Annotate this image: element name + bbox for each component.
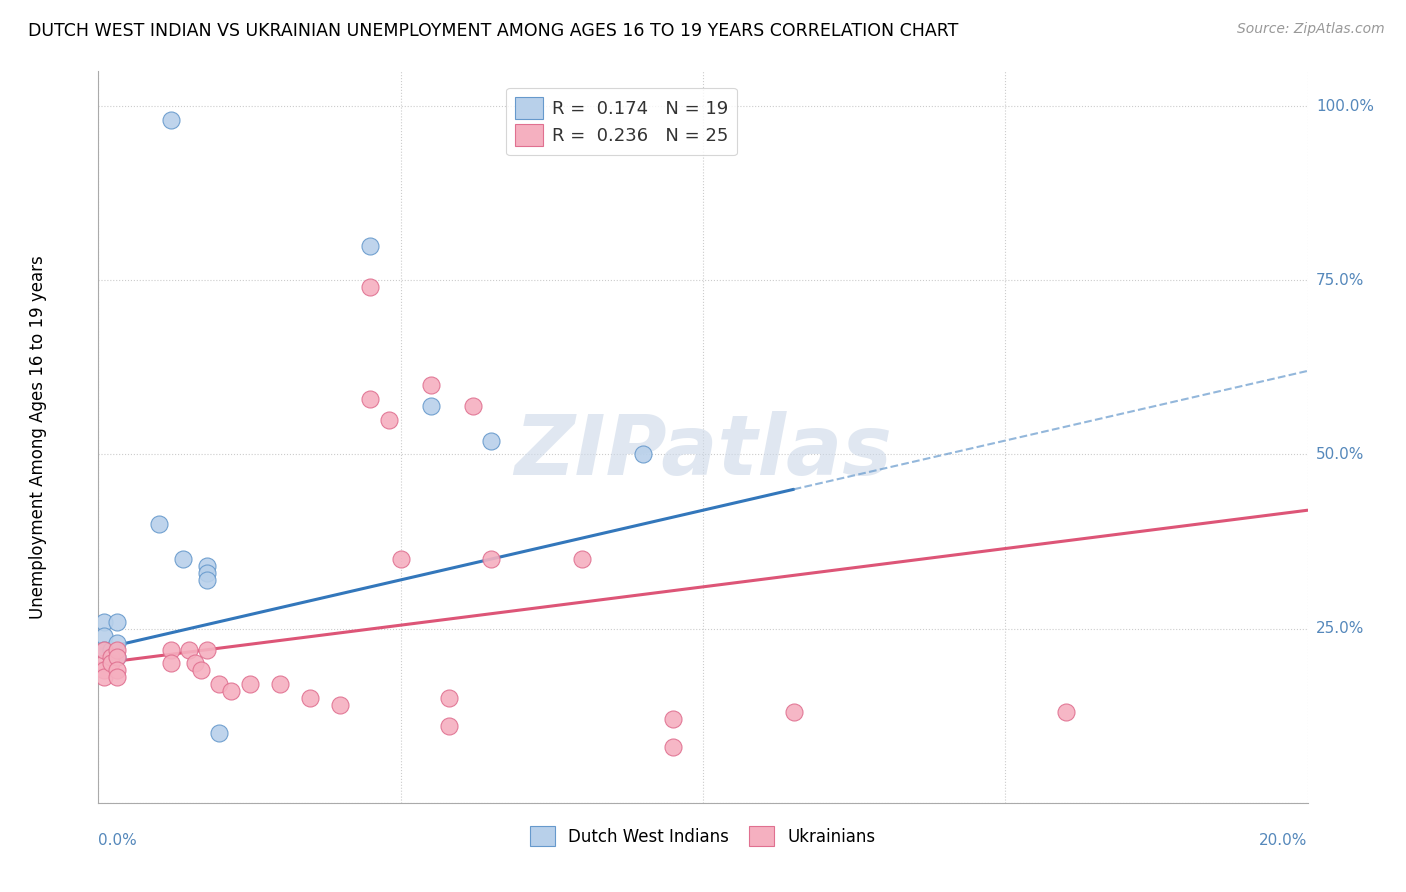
Text: ZIPatlas: ZIPatlas <box>515 411 891 492</box>
Point <box>160 642 183 657</box>
Point <box>105 635 128 649</box>
Point <box>239 677 262 691</box>
Point <box>299 691 322 706</box>
Point <box>105 649 128 664</box>
Point <box>195 573 218 587</box>
Point <box>100 657 122 671</box>
Point <box>160 113 183 128</box>
Point <box>105 615 128 629</box>
Text: 20.0%: 20.0% <box>1260 833 1308 848</box>
Point <box>195 566 218 580</box>
Point <box>420 377 443 392</box>
Point <box>184 657 207 671</box>
Point <box>93 642 115 657</box>
Point <box>360 392 382 406</box>
Text: 100.0%: 100.0% <box>1316 99 1374 113</box>
Point <box>437 719 460 733</box>
Point <box>377 412 399 426</box>
Text: DUTCH WEST INDIAN VS UKRAINIAN UNEMPLOYMENT AMONG AGES 16 TO 19 YEARS CORRELATIO: DUTCH WEST INDIAN VS UKRAINIAN UNEMPLOYM… <box>28 22 959 40</box>
Point <box>100 649 122 664</box>
Text: Unemployment Among Ages 16 to 19 years: Unemployment Among Ages 16 to 19 years <box>30 255 46 619</box>
Point <box>481 552 503 566</box>
Point <box>93 657 115 671</box>
Point <box>360 280 382 294</box>
Text: 75.0%: 75.0% <box>1316 273 1364 288</box>
Point <box>661 712 683 726</box>
Point <box>195 642 218 657</box>
Point <box>93 615 115 629</box>
Point <box>179 642 201 657</box>
Point <box>631 448 654 462</box>
Point <box>93 670 115 684</box>
Point <box>481 434 503 448</box>
Point <box>437 691 460 706</box>
Point <box>93 642 115 657</box>
Point <box>190 664 212 678</box>
Point <box>100 642 122 657</box>
Point <box>148 517 170 532</box>
Point <box>208 677 231 691</box>
Point <box>360 238 382 252</box>
Point <box>105 664 128 678</box>
Text: 0.0%: 0.0% <box>98 833 138 848</box>
Point <box>329 698 352 713</box>
Text: Source: ZipAtlas.com: Source: ZipAtlas.com <box>1237 22 1385 37</box>
Point <box>783 705 806 719</box>
Point <box>100 649 122 664</box>
Legend: Dutch West Indians, Ukrainians: Dutch West Indians, Ukrainians <box>523 820 883 853</box>
Point <box>93 664 115 678</box>
Point <box>420 399 443 413</box>
Point <box>1054 705 1077 719</box>
Text: 25.0%: 25.0% <box>1316 621 1364 636</box>
Point <box>93 629 115 643</box>
Point <box>160 657 183 671</box>
Point <box>269 677 291 691</box>
Point <box>195 558 218 573</box>
Text: 50.0%: 50.0% <box>1316 447 1364 462</box>
Point <box>208 726 231 740</box>
Point <box>571 552 593 566</box>
Point <box>221 684 243 698</box>
Point <box>105 670 128 684</box>
Point <box>389 552 412 566</box>
Point <box>463 399 485 413</box>
Point <box>172 552 194 566</box>
Point <box>105 642 128 657</box>
Point <box>105 649 128 664</box>
Point <box>661 740 683 755</box>
